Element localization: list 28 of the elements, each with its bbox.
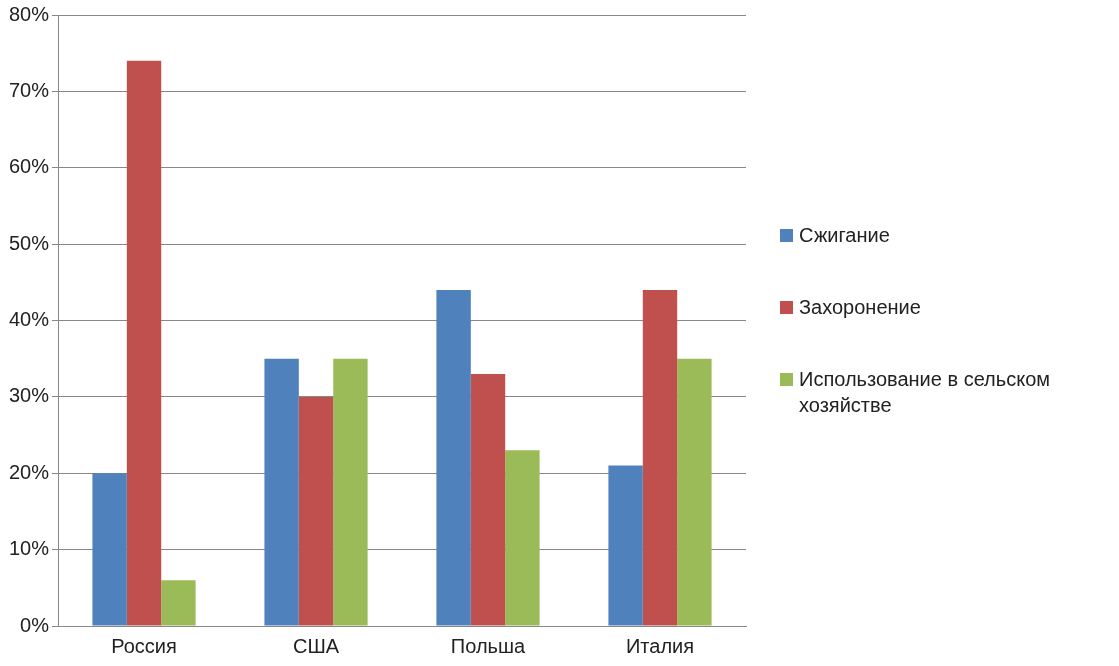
y-tick-label: 40% [9, 308, 50, 331]
x-tick-label: Польша [450, 634, 527, 657]
y-tick-label: 80% [9, 2, 50, 25]
y-tick-label: 10% [9, 537, 50, 560]
y-tick-label: 30% [9, 384, 50, 407]
bar [161, 580, 196, 626]
bar [470, 373, 506, 626]
bar [92, 473, 127, 626]
bar [642, 289, 678, 626]
y-tick-label: 20% [9, 460, 50, 483]
y-tick-label: 0% [20, 613, 50, 636]
y-tick-label: 60% [9, 155, 50, 178]
bar [126, 60, 162, 626]
bar [298, 396, 334, 626]
bar [505, 450, 540, 626]
bar [677, 358, 712, 626]
x-tick-label: США [292, 634, 340, 657]
x-tick-label: Италия [625, 634, 695, 657]
bar [333, 358, 368, 626]
legend-label: Использование в сельском хозяйстве [799, 367, 1052, 418]
legend-label: Захоронение [799, 295, 921, 320]
y-tick-label: 50% [9, 231, 50, 254]
legend-label: Сжигание [799, 223, 890, 248]
bar [264, 358, 299, 626]
bar [608, 465, 643, 626]
y-tick-label: 70% [9, 78, 50, 101]
x-tick-label: Россия [111, 634, 177, 657]
bar [436, 289, 471, 626]
